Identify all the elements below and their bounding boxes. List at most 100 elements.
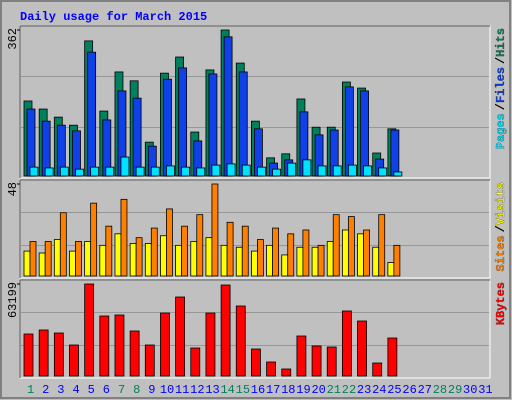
bar xyxy=(235,246,243,277)
bar xyxy=(99,315,110,377)
bar xyxy=(378,214,386,277)
bar xyxy=(29,241,37,277)
bar xyxy=(23,250,31,277)
legend-entry: Visits xyxy=(494,182,508,225)
x-tick-label: 12 xyxy=(190,383,204,397)
bar xyxy=(99,244,107,277)
bar xyxy=(129,330,140,377)
bar xyxy=(23,333,34,377)
bar xyxy=(223,36,233,177)
y-tick-label: 63199 xyxy=(6,282,20,318)
bar xyxy=(90,166,100,177)
bar xyxy=(241,164,251,177)
x-tick-label: 13 xyxy=(205,383,219,397)
x-tick-label: 11 xyxy=(175,383,189,397)
bar xyxy=(372,362,383,377)
bar xyxy=(196,167,206,177)
bar xyxy=(387,262,395,277)
bar xyxy=(393,244,401,277)
bar xyxy=(120,156,130,177)
x-tick-label: 29 xyxy=(448,383,462,397)
x-tick-label: 6 xyxy=(103,383,110,397)
bar xyxy=(326,241,334,277)
bar xyxy=(144,243,152,277)
bar xyxy=(357,233,364,277)
bar xyxy=(347,216,355,277)
bar xyxy=(281,368,292,377)
bar xyxy=(75,168,84,177)
x-tick-label: 18 xyxy=(281,383,295,397)
bar xyxy=(105,225,113,277)
bar xyxy=(226,163,236,177)
bar xyxy=(266,244,273,277)
legend-separator: / xyxy=(494,225,508,232)
x-tick-label: 16 xyxy=(251,383,265,397)
bar xyxy=(166,165,175,177)
bar xyxy=(390,129,400,177)
x-tick-label: 7 xyxy=(118,383,125,397)
y-tick-label: 48 xyxy=(6,182,20,196)
bar xyxy=(175,244,183,277)
x-tick-label: 1 xyxy=(27,383,34,397)
legend-entry: Sites xyxy=(494,235,508,271)
bar xyxy=(178,67,188,177)
bar xyxy=(135,166,145,177)
bar xyxy=(129,243,137,277)
bar xyxy=(357,320,367,377)
bar xyxy=(363,165,372,177)
x-tick-label: 22 xyxy=(342,383,356,397)
bar xyxy=(181,225,189,277)
bar xyxy=(211,164,221,177)
bar xyxy=(144,344,155,377)
bar xyxy=(220,244,228,277)
x-tick-label: 21 xyxy=(327,383,341,397)
bar xyxy=(105,166,115,177)
bar xyxy=(241,225,249,277)
bar xyxy=(251,348,261,377)
bar xyxy=(296,335,307,377)
bar xyxy=(163,78,172,177)
bar xyxy=(69,344,79,377)
x-tick-label: 19 xyxy=(296,383,310,397)
bar xyxy=(251,250,258,277)
bar xyxy=(378,167,388,177)
bar xyxy=(360,90,369,177)
bar xyxy=(190,347,201,377)
bar xyxy=(302,159,312,177)
bar xyxy=(166,208,173,277)
bar xyxy=(387,337,398,377)
bar xyxy=(326,346,337,377)
bar xyxy=(257,166,266,177)
bar xyxy=(287,162,297,177)
bar xyxy=(208,73,218,177)
bar xyxy=(135,237,143,277)
bar xyxy=(114,233,122,277)
x-tick-label: 10 xyxy=(160,383,174,397)
bar xyxy=(363,229,370,277)
bar xyxy=(196,214,204,277)
bar xyxy=(132,97,142,177)
x-tick-label: 17 xyxy=(266,383,280,397)
bar xyxy=(175,296,186,377)
bar xyxy=(38,329,49,377)
legend-entry: Pages xyxy=(494,113,508,149)
bar xyxy=(59,166,69,177)
bar xyxy=(302,229,310,277)
bar xyxy=(311,246,319,277)
x-tick-label: 14 xyxy=(220,383,234,397)
y-tick-label: 362 xyxy=(6,28,20,50)
bar xyxy=(120,198,128,277)
legend-entry: Files xyxy=(494,67,508,103)
bar xyxy=(205,312,216,377)
bar xyxy=(29,166,39,177)
bar xyxy=(53,332,64,377)
bar xyxy=(150,227,158,277)
bar xyxy=(341,229,349,277)
bar xyxy=(160,235,167,277)
x-tick-label: 15 xyxy=(236,383,250,397)
bar xyxy=(272,227,279,277)
bar xyxy=(317,244,325,277)
bar xyxy=(372,246,380,277)
bar xyxy=(226,221,234,277)
bar xyxy=(190,241,198,277)
